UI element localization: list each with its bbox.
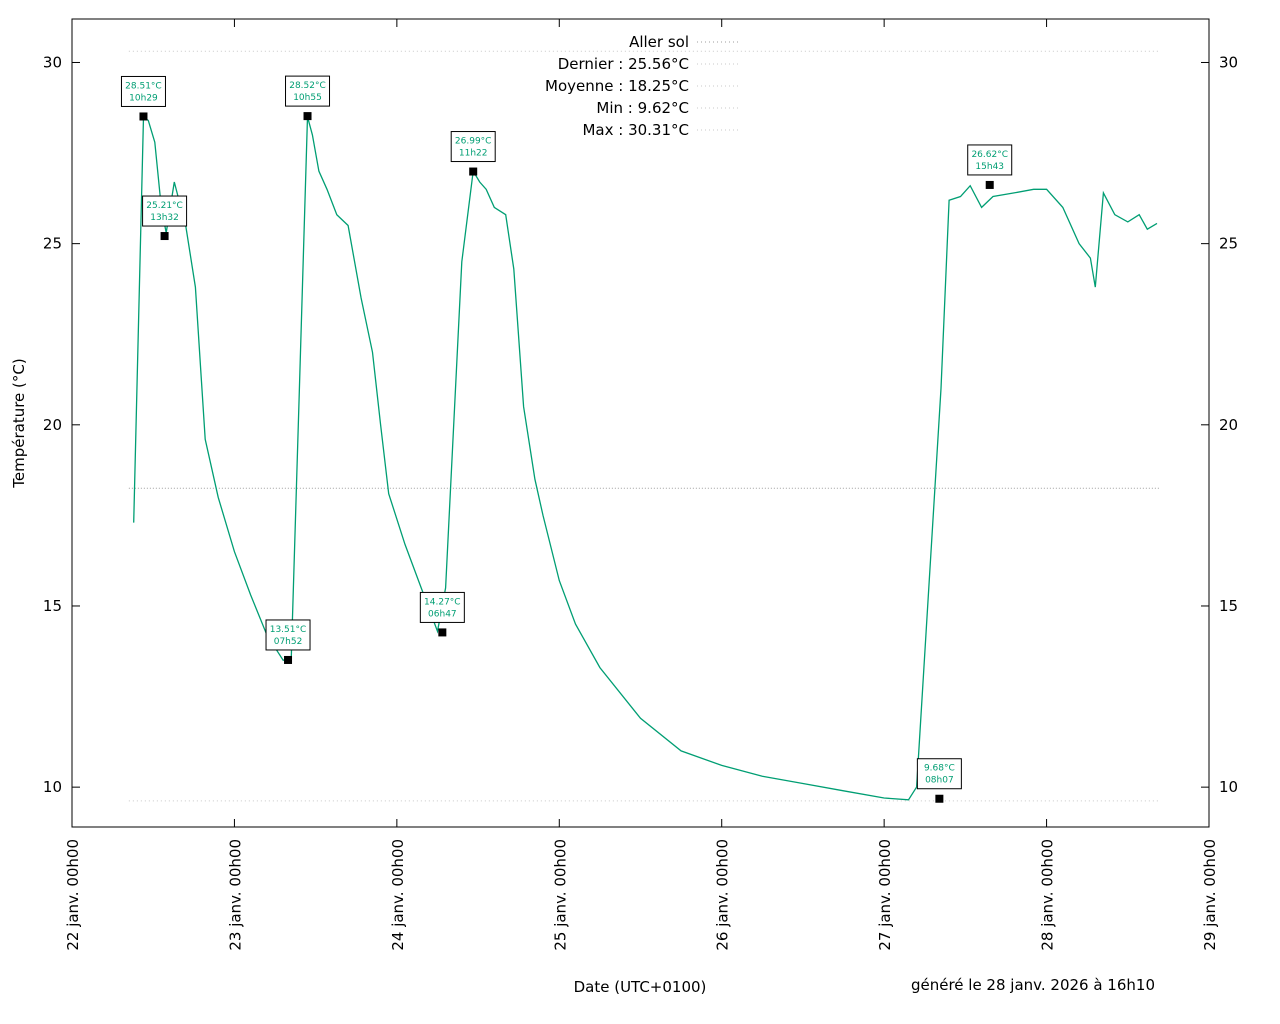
generated-footer: généré le 28 janv. 2026 à 16h10 [911, 976, 1155, 994]
annotation-marker [160, 232, 169, 241]
annotation-marker [935, 794, 944, 803]
y-tick-label-right: 25 [1219, 235, 1238, 253]
y-axis-title: Température (°C) [10, 358, 28, 488]
legend-entry: Min : 9.62°C [596, 99, 689, 117]
x-tick-label: 27 janv. 00h00 [876, 839, 894, 951]
annotation: 25.21°C 13h32 [142, 195, 188, 241]
x-tick-label: 25 janv. 00h00 [551, 839, 569, 951]
annotation-time: 13h32 [150, 213, 179, 223]
annotation-marker [438, 628, 447, 637]
x-tick-label: 28 janv. 00h00 [1039, 839, 1057, 951]
annotation: 28.51°C 10h29 [120, 75, 166, 121]
y-tick-label-left: 20 [43, 416, 62, 434]
x-tick-label: 23 janv. 00h00 [226, 839, 244, 951]
annotation-box [916, 758, 962, 790]
y-tick-label-right: 10 [1219, 778, 1238, 796]
annotation-box [142, 195, 188, 227]
annotation-value: 26.99°C [455, 137, 492, 147]
annotation: 28.52°C 10h55 [285, 75, 331, 121]
y-tick-label-right: 15 [1219, 597, 1238, 615]
annotation-marker [284, 655, 293, 664]
annotation-box [967, 144, 1013, 176]
annotation-box [120, 75, 166, 107]
annotation-value: 25.21°C [146, 201, 183, 211]
series-line-aller-sol [133, 115, 1158, 801]
annotation: 13.51°C 07h52 [265, 619, 311, 664]
annotation-marker [985, 180, 994, 189]
x-tick-label: 24 janv. 00h00 [389, 839, 407, 951]
x-tick-label: 29 janv. 00h00 [1201, 839, 1219, 951]
legend-entry: Max : 30.31°C [582, 121, 689, 139]
annotation-time: 10h55 [293, 93, 322, 103]
x-tick-label: 22 janv. 00h00 [64, 839, 82, 951]
annotation-time: 08h07 [925, 776, 954, 786]
annotation: 9.68°C 08h07 [916, 758, 962, 803]
annotation: 14.27°C 06h47 [419, 591, 465, 637]
annotation-marker [303, 112, 312, 121]
y-tick-label-left: 30 [43, 53, 62, 71]
y-tick-label-right: 30 [1219, 53, 1238, 71]
annotation-value: 9.68°C [924, 764, 955, 774]
legend-entry: Aller sol [629, 33, 689, 51]
annotation-marker [139, 112, 148, 121]
annotation-time: 10h29 [129, 93, 158, 103]
annotation-time: 06h47 [428, 609, 457, 619]
annotation-value: 28.51°C [125, 81, 162, 91]
plot-frame [71, 18, 1210, 828]
annotation-box [265, 619, 311, 651]
annotation-value: 13.51°C [270, 625, 307, 635]
legend-entry: Dernier : 25.56°C [558, 55, 689, 73]
annotation-time: 07h52 [274, 637, 303, 647]
legend-entry: Moyenne : 18.25°C [545, 77, 689, 95]
annotation: 26.99°C 11h22 [450, 131, 496, 176]
annotation-box [419, 591, 465, 623]
y-tick-label-left: 10 [43, 778, 62, 796]
annotation-value: 28.52°C [289, 81, 326, 91]
annotation: 26.62°C 15h43 [967, 144, 1013, 189]
annotation-value: 26.62°C [971, 150, 1008, 160]
annotation-box [450, 131, 496, 163]
annotation-marker [469, 167, 478, 176]
y-tick-label-right: 20 [1219, 416, 1238, 434]
annotation-time: 11h22 [459, 149, 488, 159]
y-tick-label-left: 15 [43, 597, 62, 615]
x-tick-label: 26 janv. 00h00 [714, 839, 732, 951]
y-tick-label-left: 25 [43, 235, 62, 253]
annotation-time: 15h43 [975, 162, 1004, 172]
annotation-box [285, 75, 331, 107]
x-axis-title: Date (UTC+0100) [574, 978, 707, 996]
annotation-value: 14.27°C [424, 597, 461, 607]
